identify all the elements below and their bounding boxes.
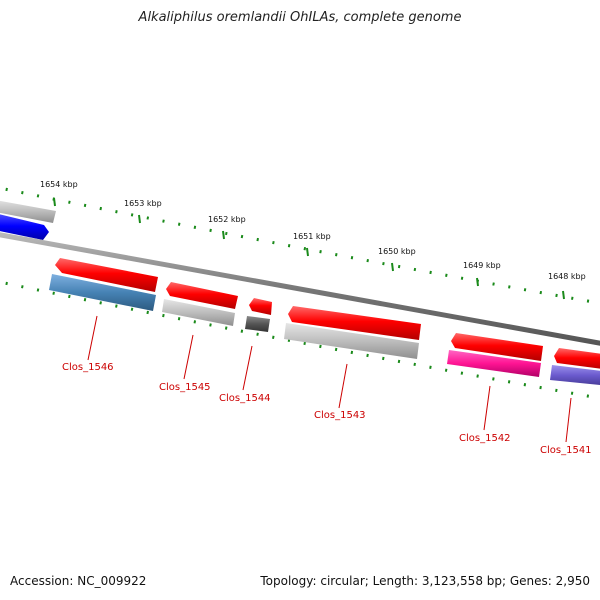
genome-backbone [0,232,600,346]
leader-line [183,334,194,380]
tick-label-1653: 1653 kbp [124,199,162,208]
tick-label-1648: 1648 kbp [548,272,586,281]
major-tick [222,230,225,240]
map-title: Alkaliphilus oremlandii OhILAs, complete… [138,10,462,25]
cds-arrow [249,298,272,315]
gene-label-Clos_1546[interactable]: Clos_1546 [62,362,114,373]
cds-arrow [166,282,238,309]
major-tick [53,197,56,207]
cds-arrow [55,258,158,292]
gene-label-Clos_1544[interactable]: Clos_1544 [219,393,271,404]
gene-label-Clos_1542[interactable]: Clos_1542 [459,433,511,444]
feature-bar [284,323,419,359]
major-tick [306,247,309,257]
gene-Clos_1542[interactable] [447,333,543,377]
major-tick [138,214,141,224]
accession-text: Accession: NC_009922 [10,574,147,588]
topology-summary: Topology: circular; Length: 3,123,558 bp… [260,574,590,588]
feature-bar [245,316,270,332]
feature-bar [162,299,235,326]
gene-Clos_1543[interactable] [284,306,421,359]
major-tick [476,277,479,287]
leader-line [338,363,348,409]
gene-Clos_1541[interactable] [550,348,600,386]
gene-label-Clos_1545[interactable]: Clos_1545 [159,382,211,393]
gene-label-Clos_1543[interactable]: Clos_1543 [314,410,366,421]
tick-label-1650: 1650 kbp [378,247,416,256]
gene-Clos_1544[interactable] [245,298,272,332]
blue-feature-topleft [0,214,49,240]
tick-label-1652: 1652 kbp [208,215,246,224]
leader-line [565,397,572,443]
tick-label-1649: 1649 kbp [463,261,501,270]
leader-line [87,315,98,361]
feature-bar [447,350,541,377]
feature-bar [550,365,600,385]
leader-lines [87,315,572,443]
tick-label-group: 1654 kbp 1653 kbp 1652 kbp 1651 kbp 1650… [40,180,586,300]
major-tick [562,290,565,300]
cds-arrow [554,348,600,369]
major-tick [391,262,394,272]
gene-Clos_1546[interactable] [49,258,158,311]
gene-Clos_1545[interactable] [162,282,238,326]
leader-line [242,345,253,391]
gene-labels: Clos_1546 Clos_1545 Clos_1544 Clos_1543 … [62,362,592,456]
cds-arrow [288,306,421,340]
tick-label-1654: 1654 kbp [40,180,78,189]
grey-feature-topleft [0,200,56,223]
tick-label-1651: 1651 kbp [293,232,331,241]
gene-label-Clos_1541[interactable]: Clos_1541 [540,445,592,456]
cds-arrow [451,333,543,361]
leader-line [483,385,491,431]
feature-bar [49,274,156,311]
